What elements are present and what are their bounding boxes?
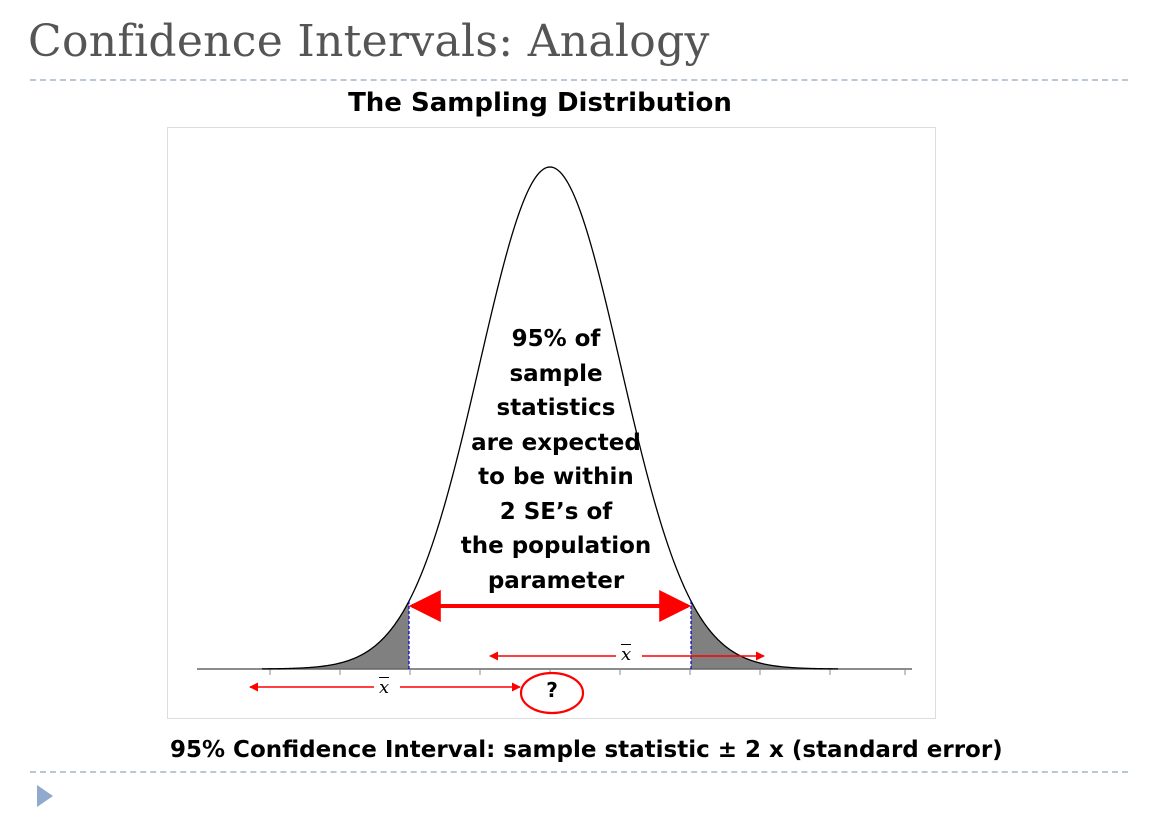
diagram-subtitle: The Sampling Distribution bbox=[348, 88, 732, 118]
annotation-line: sample bbox=[509, 360, 603, 387]
slide-title: Confidence Intervals: Analogy bbox=[28, 16, 710, 67]
annotation-line: 95% of bbox=[511, 326, 601, 352]
confidence-interval-formula: 95% Confidence Interval: sample statisti… bbox=[170, 737, 1003, 763]
parameter-circle bbox=[519, 671, 585, 715]
right-tail-region bbox=[691, 601, 830, 669]
unknown-parameter-label: ? bbox=[546, 678, 558, 702]
annotation-line: 2 SE’s of bbox=[499, 498, 613, 525]
annotation-line: parameter bbox=[487, 567, 625, 594]
footer-divider bbox=[30, 771, 1128, 773]
sample-mean-label-left: x bbox=[379, 677, 390, 698]
bullet-triangle-icon bbox=[37, 785, 53, 807]
left-tail-region bbox=[270, 601, 409, 669]
center-annotation: 95% of sample statistics are expected to… bbox=[440, 322, 672, 598]
annotation-line: the population bbox=[460, 533, 652, 559]
annotation-line: are expected bbox=[471, 429, 641, 456]
sample-mean-label-right: x bbox=[621, 644, 632, 665]
title-divider bbox=[30, 79, 1128, 81]
annotation-line: to be within bbox=[478, 464, 634, 490]
annotation-line: statistics bbox=[496, 395, 616, 421]
